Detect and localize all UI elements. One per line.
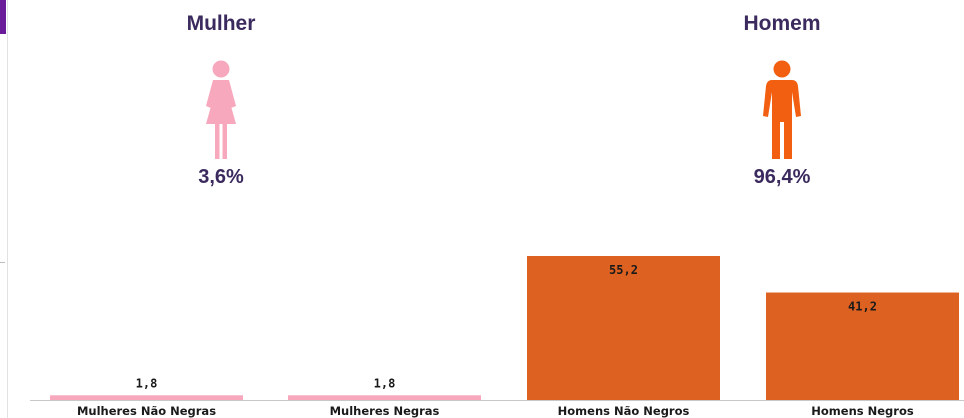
bar-value-label: 41,2	[848, 300, 877, 314]
bar-4	[766, 292, 959, 400]
bar-value-label: 55,2	[609, 263, 638, 277]
accent-strip	[0, 0, 6, 34]
axis-tick	[0, 262, 5, 263]
category-label: Mulheres Não Negras	[77, 404, 216, 418]
male-summary: Homem 96,4%	[702, 10, 862, 189]
bar-2	[288, 395, 481, 400]
male-person-icon	[763, 60, 801, 159]
female-title: Mulher	[186, 12, 256, 35]
female-person-icon	[206, 60, 236, 159]
left-divider	[7, 0, 8, 418]
bar-value-label: 1,8	[374, 376, 396, 390]
male-title: Homem	[743, 12, 821, 35]
male-percent: 96,4%	[753, 166, 811, 188]
female-percent: 3,6%	[198, 166, 244, 188]
bar-3	[527, 256, 720, 400]
category-label: Homens Negros	[811, 404, 914, 418]
category-label: Mulheres Negras	[330, 404, 440, 418]
bar-value-label: 1,8	[136, 376, 158, 390]
bar-1	[50, 395, 243, 400]
category-label: Homens Não Negros	[558, 404, 690, 418]
female-summary: Mulher 3,6%	[141, 10, 301, 189]
